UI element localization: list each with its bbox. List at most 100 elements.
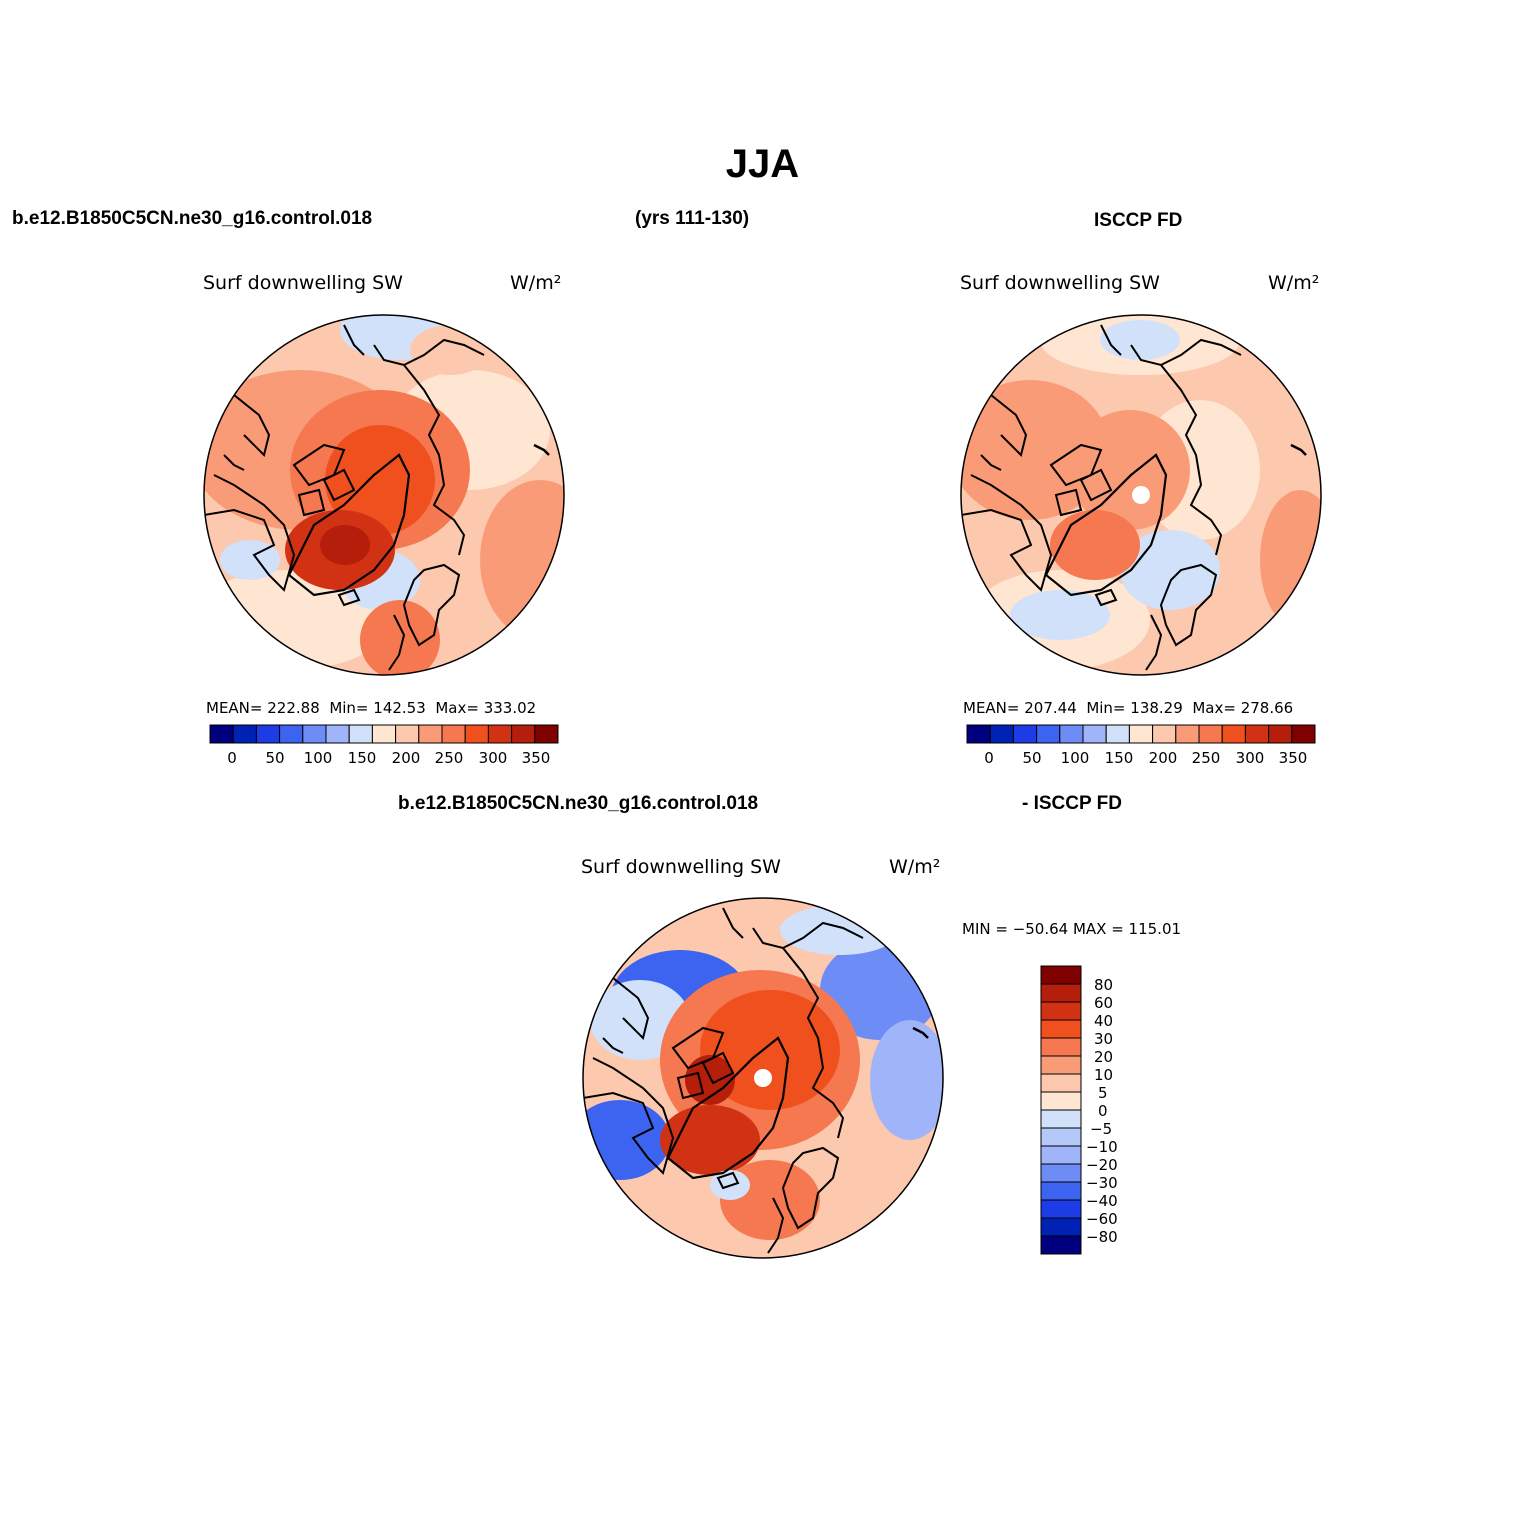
cb1-tick: 100 <box>303 749 333 767</box>
colorbar-swatch <box>1012 724 1038 744</box>
cb1-tick: 350 <box>521 749 551 767</box>
colorbar-swatch <box>255 724 281 744</box>
panel2-units: W/m² <box>1268 272 1320 294</box>
colorbar-swatch <box>1268 724 1293 744</box>
figure-title: JJA <box>725 142 800 186</box>
cb1-tick: 200 <box>391 749 421 767</box>
colorbar-swatch <box>1040 1235 1082 1255</box>
cb1-tick: 0 <box>227 749 237 767</box>
model-map <box>204 315 564 675</box>
colorbar-swatch <box>1175 724 1200 744</box>
max-value: 278.66 <box>1240 699 1294 717</box>
colorbar-swatch <box>1221 724 1246 744</box>
mean-value: 222.88 <box>267 699 320 717</box>
panel3-variable: Surf downwelling SW <box>581 856 781 878</box>
cb2-tick: 250 <box>1191 749 1221 767</box>
cb2-tick: 0 <box>984 749 994 767</box>
panel1-variable: Surf downwelling SW <box>203 272 403 294</box>
panel1-stats: MEAN= 222.88 Min= 142.53 Max= 333.02 <box>206 699 536 717</box>
min-value: 138.29 <box>1130 699 1183 717</box>
colorbar-swatch <box>1040 965 1082 985</box>
colorbar-swatch <box>1059 724 1084 744</box>
cb3-tick: −30 <box>1086 1174 1118 1192</box>
cb3-tick: −80 <box>1086 1228 1118 1246</box>
mean-value: 207.44 <box>1024 699 1077 717</box>
top-right-header: ISCCP FD <box>1094 210 1183 231</box>
cb2-tick: 50 <box>1022 749 1042 767</box>
mean-label: MEAN= <box>206 699 263 717</box>
colorbar-model <box>209 724 559 744</box>
colorbar-swatch <box>371 724 397 744</box>
colorbar-swatch <box>1040 1019 1082 1039</box>
cb2-tick: 300 <box>1235 749 1265 767</box>
cb1-tick: 250 <box>434 749 464 767</box>
panel2-stats: MEAN= 207.44 Min= 138.29 Max= 278.66 <box>963 699 1293 717</box>
cb3-tick: −40 <box>1086 1192 1118 1210</box>
cb3-tick: −10 <box>1086 1138 1118 1156</box>
obs-map <box>961 315 1321 675</box>
max-label: Max= <box>435 699 479 717</box>
colorbar-swatch <box>209 724 234 744</box>
cb2-tick: 100 <box>1060 749 1090 767</box>
colorbar-swatch <box>1040 983 1082 1003</box>
cb3-tick: −60 <box>1086 1210 1118 1228</box>
colorbar-swatch <box>464 724 489 744</box>
min-value: 142.53 <box>373 699 426 717</box>
colorbar-swatch <box>348 724 373 744</box>
max-value: 333.02 <box>483 699 537 717</box>
colorbar-swatch <box>325 724 350 744</box>
cb1-tick: 50 <box>265 749 285 767</box>
cb3-tick: −5 <box>1090 1120 1113 1138</box>
colorbar-swatch <box>1040 1199 1082 1219</box>
diff-map-border <box>582 897 944 1259</box>
colorbar-swatch <box>1040 1127 1082 1147</box>
min-label: Min= <box>1086 699 1126 717</box>
colorbar-swatch <box>1105 724 1130 744</box>
panel3-minmax: MIN = −50.64 MAX = 115.01 <box>962 920 1182 938</box>
colorbar-obs <box>966 724 1316 744</box>
colorbar-swatch <box>418 724 443 744</box>
top-left-header: b.e12.B1850C5CN.ne30_g16.control.018 <box>12 208 373 229</box>
cb3-tick: 0 <box>1098 1102 1108 1120</box>
cb2-tick: 150 <box>1104 749 1134 767</box>
cb2-tick: 200 <box>1148 749 1178 767</box>
colorbar-swatch <box>1040 1217 1082 1237</box>
colorbar-swatch <box>1128 724 1154 744</box>
cb2-tick: 350 <box>1278 749 1308 767</box>
colorbar-swatch <box>534 724 559 744</box>
colorbar-swatch <box>1040 1163 1082 1183</box>
colorbar-swatch <box>1082 724 1107 744</box>
colorbar-swatch <box>1040 1091 1082 1111</box>
panel2-variable: Surf downwelling SW <box>960 272 1160 294</box>
colorbar-swatch <box>1040 1181 1082 1201</box>
panel1-units: W/m² <box>510 272 562 294</box>
colorbar-swatch <box>1040 1145 1082 1165</box>
colorbar-swatch <box>1198 724 1223 744</box>
cb3-tick: 20 <box>1094 1048 1114 1066</box>
colorbar-swatch <box>966 724 991 744</box>
cb1-tick: 300 <box>478 749 508 767</box>
panel3-units: W/m² <box>889 856 941 878</box>
colorbar-swatch <box>395 724 420 744</box>
colorbar-swatch <box>1291 724 1316 744</box>
cb3-tick: −20 <box>1086 1156 1118 1174</box>
cb3-tick: 60 <box>1094 994 1114 1012</box>
colorbar-swatch <box>1040 1073 1082 1093</box>
colorbar-diff <box>1040 965 1082 1255</box>
colorbar-swatch <box>511 724 536 744</box>
colorbar-swatch <box>1040 1109 1082 1129</box>
top-mid-header: (yrs 111-130) <box>635 208 750 229</box>
bottom-header-left: b.e12.B1850C5CN.ne30_g16.control.018 <box>398 793 759 814</box>
colorbar-swatch <box>989 724 1014 744</box>
colorbar-swatch <box>1152 724 1177 744</box>
diff-map <box>583 898 943 1258</box>
cb1-tick: 150 <box>347 749 377 767</box>
colorbar-swatch <box>232 724 257 744</box>
colorbar-swatch <box>487 724 513 744</box>
colorbar-swatch <box>1040 1055 1082 1075</box>
cb3-tick: 80 <box>1094 976 1114 994</box>
colorbar-swatch <box>279 724 304 744</box>
cb3-tick: 5 <box>1098 1084 1108 1102</box>
min-label: Min= <box>329 699 369 717</box>
